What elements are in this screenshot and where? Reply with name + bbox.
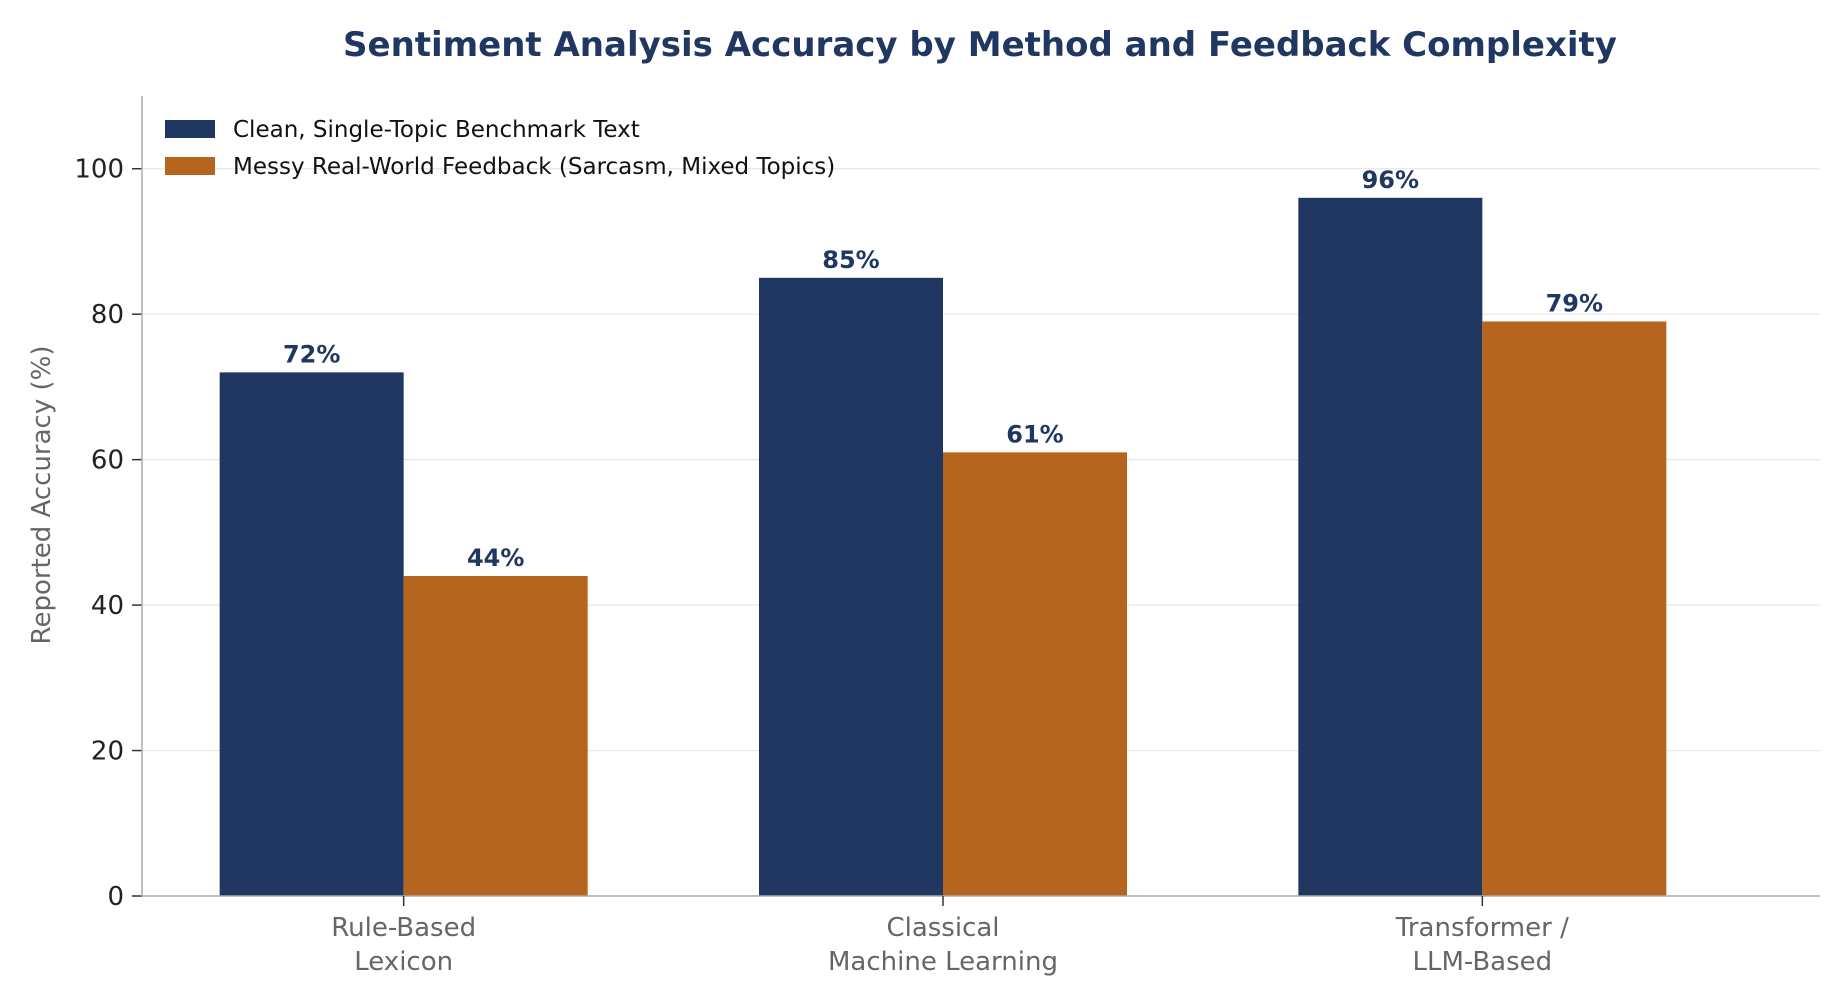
- bar: [403, 576, 588, 896]
- bar: [1482, 321, 1667, 896]
- y-tick-label: 60: [91, 446, 124, 476]
- y-tick-label: 100: [74, 155, 124, 185]
- bars: [219, 197, 1667, 896]
- bar: [943, 452, 1127, 896]
- y-tick-label: 20: [91, 737, 124, 767]
- y-tick-label: 0: [107, 882, 124, 912]
- x-tick-label: Rule-Based: [331, 913, 476, 943]
- bar-value-label: 96%: [1362, 166, 1419, 194]
- x-tick-label: Classical: [886, 913, 999, 943]
- bar-value-label: 44%: [467, 544, 524, 572]
- bar-value-label: 61%: [1006, 420, 1063, 448]
- x-tick-label: Transformer /: [1395, 913, 1569, 943]
- bar-value-label: 85%: [822, 246, 879, 274]
- bar-value-label: 79%: [1546, 289, 1603, 317]
- bar: [1298, 197, 1483, 896]
- legend-swatch: [165, 157, 215, 175]
- legend-swatch: [165, 120, 215, 138]
- legend: Clean, Single-Topic Benchmark Text Messy …: [165, 117, 835, 180]
- y-tick-label: 80: [91, 300, 124, 330]
- x-tick-label: Machine Learning: [828, 947, 1058, 977]
- bar-value-label: 72%: [283, 340, 340, 368]
- axes: 0 20 40 60 80 100 Rule-Based Lexicon Classical Ma…: [74, 96, 1820, 977]
- chart-title: Sentiment Analysis Accuracy by Method an…: [343, 25, 1617, 65]
- bar: [219, 372, 404, 896]
- y-axis-label: Reported Accuracy (%): [27, 346, 57, 645]
- data-labels: 72% 44% 85% 61% 96% 79%: [283, 166, 1603, 572]
- y-tick-label: 40: [91, 591, 124, 621]
- bar: [759, 277, 943, 896]
- x-tick-label: LLM-Based: [1412, 947, 1552, 977]
- legend-label: Messy Real-World Feedback (Sarcasm, Mixe…: [233, 154, 835, 180]
- legend-label: Clean, Single-Topic Benchmark Text: [233, 117, 640, 143]
- x-tick-label: Lexicon: [354, 947, 453, 977]
